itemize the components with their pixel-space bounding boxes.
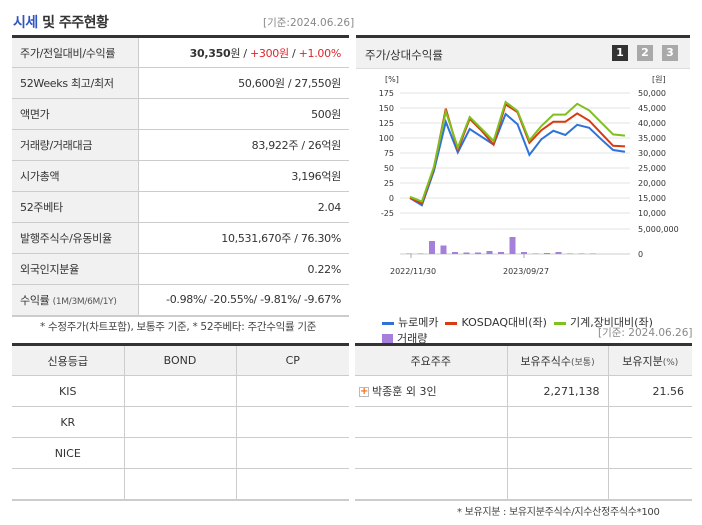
x-label-2: 2023/09/27 — [503, 267, 549, 276]
row-value: 30,350원 / +300원 / +1.00% — [138, 36, 349, 68]
chart-header: 주가/상대수익률 1 2 3 — [356, 38, 690, 69]
svg-text:125: 125 — [379, 119, 394, 128]
chart-page-1-button[interactable]: 1 — [612, 45, 628, 61]
row-value: -0.98%/ -20.55%/ -9.81%/ -9.67% — [138, 284, 349, 317]
table-row: 수익률 (1M/3M/6M/1Y) -0.98%/ -20.55%/ -9.81%… — [12, 284, 349, 317]
line-swatch-icon — [445, 321, 458, 325]
table-row: 액면가 500원 — [12, 98, 349, 130]
table-row: 외국인지분율 0.22% — [12, 253, 349, 285]
column-header: BOND — [123, 344, 237, 376]
column-header: 신용등급 — [12, 344, 125, 376]
row-label: 수익률 (1M/3M/6M/1Y) — [12, 284, 139, 317]
table-row: 거래량/거래대금 83,922주 / 26억원 — [12, 129, 349, 161]
table-row: 52Weeks 최고/최저 50,600원 / 27,550원 — [12, 67, 349, 99]
row-label: 시가총액 — [12, 160, 139, 192]
svg-text:25,000: 25,000 — [638, 164, 666, 173]
row-label: 52주베타 — [12, 191, 139, 223]
svg-text:20,000: 20,000 — [638, 179, 666, 188]
row-label: 액면가 — [12, 98, 139, 130]
legend-item[interactable]: 거래량 — [382, 332, 427, 345]
row-label: 주가/전일대비/수익률 — [12, 36, 139, 68]
chart-page-2-button[interactable]: 2 — [637, 45, 653, 61]
column-header: CP — [235, 344, 349, 376]
credit-rating-table: 신용등급 BOND CP KIS KR NICE — [12, 343, 349, 501]
row-value: 10,531,670주 / 76.30% — [138, 222, 349, 254]
svg-text:0: 0 — [389, 194, 394, 203]
svg-text:50: 50 — [384, 164, 394, 173]
row-value: 3,196억원 — [138, 160, 349, 192]
chart-page-3-button[interactable]: 3 — [662, 45, 678, 61]
svg-text:50,000: 50,000 — [638, 89, 666, 98]
chart-title: 주가/상대수익률 — [365, 48, 443, 62]
svg-text:175: 175 — [379, 89, 394, 98]
svg-text:-25: -25 — [381, 209, 394, 218]
row-value: 83,922주 / 26억원 — [138, 129, 349, 161]
legend-item[interactable]: KOSDAQ대비(좌) — [445, 316, 547, 329]
row-label: 발행주식수/유동비율 — [12, 222, 139, 254]
svg-text:0: 0 — [638, 250, 643, 259]
holder-name[interactable]: + 박종훈 외 3인 — [355, 375, 508, 407]
table-row: 시가총액 3,196억원 — [12, 160, 349, 192]
svg-text:30,000: 30,000 — [638, 149, 666, 158]
expand-plus-icon[interactable]: + — [359, 386, 369, 397]
svg-text:10,000: 10,000 — [638, 209, 666, 218]
chart-panel: 주가/상대수익률 1 2 3 [%] [원] 175 150 125 100 75 50 2… — [356, 35, 690, 345]
svg-text:75: 75 — [384, 149, 394, 158]
price-info-table: 주가/전일대비/수익률 30,350원 / +300원 / +1.00% 52W… — [12, 35, 349, 317]
holder-pct: 21.56 — [607, 375, 692, 407]
table-row — [355, 437, 692, 469]
table-row — [355, 406, 692, 438]
holder-shares: 2,271,138 — [506, 375, 609, 407]
row-value: 0.22% — [138, 253, 349, 285]
row-value: 2.04 — [138, 191, 349, 223]
holders-basis-date: [기준: 2024.06.26] — [598, 327, 693, 339]
table-row: KR — [12, 406, 349, 438]
svg-text:40,000: 40,000 — [638, 119, 666, 128]
page-title: 시세 및 주주현황 — [13, 15, 109, 31]
table-row: KIS — [12, 375, 349, 407]
basis-date: [기준:2024.06.26] — [263, 17, 355, 29]
major-shareholders-table: 주요주주 보유주식수(보통) 보유지분(%) + 박종훈 외 3인 2,271,1… — [355, 343, 692, 501]
x-label-1: 2022/11/30 — [390, 267, 436, 276]
svg-text:45,000: 45,000 — [638, 104, 666, 113]
line-swatch-icon — [553, 321, 566, 325]
table-row: 주가/전일대비/수익률 30,350원 / +300원 / +1.00% — [12, 36, 349, 68]
svg-text:150: 150 — [379, 104, 394, 113]
row-label: 거래량/거래대금 — [12, 129, 139, 161]
table-row: + 박종훈 외 3인 2,271,138 21.56 — [355, 375, 692, 407]
row-value: 50,600원 / 27,550원 — [138, 67, 349, 99]
column-header: 보유주식수(보통) — [506, 344, 609, 376]
column-header: 주요주주 — [355, 344, 508, 376]
left-axis-label: [%] — [385, 75, 399, 84]
price-chart: [%] [원] 175 150 125 100 75 50 25 0 -25 50,000 45,… — [379, 75, 679, 276]
svg-text:100: 100 — [379, 134, 394, 143]
svg-text:35,000: 35,000 — [638, 134, 666, 143]
column-header: 보유지분(%) — [607, 344, 692, 376]
chart-legend: 뉴로메카 KOSDAQ대비(좌) 기계,장비대비(좌) 거래량 — [382, 314, 692, 346]
info-footnote: * 수정주가(차트포함), 보통주 기준, * 52주베타: 주간수익률 기준 — [40, 321, 317, 333]
table-row — [12, 468, 349, 501]
row-value: 500원 — [138, 98, 349, 130]
svg-text:5,000,000: 5,000,000 — [638, 225, 679, 234]
table-row: NICE — [12, 437, 349, 469]
legend-item[interactable]: 뉴로메카 — [382, 316, 438, 329]
table-row: 52주베타 2.04 — [12, 191, 349, 223]
line-swatch-icon — [382, 321, 394, 325]
row-label: 52Weeks 최고/최저 — [12, 67, 139, 99]
bar-swatch-icon — [382, 333, 393, 345]
svg-text:25: 25 — [384, 179, 394, 188]
row-label: 외국인지분율 — [12, 253, 139, 285]
holders-footnote: * 보유지분 : 보유지분주식수/지수산정주식수*100 — [457, 507, 660, 518]
legend-item[interactable]: 기계,장비대비(좌) — [553, 316, 653, 329]
table-row: 발행주식수/유동비율 10,531,670주 / 76.30% — [12, 222, 349, 254]
table-row — [355, 468, 692, 501]
right-axis-label: [원] — [652, 75, 666, 84]
svg-text:15,000: 15,000 — [638, 194, 666, 203]
